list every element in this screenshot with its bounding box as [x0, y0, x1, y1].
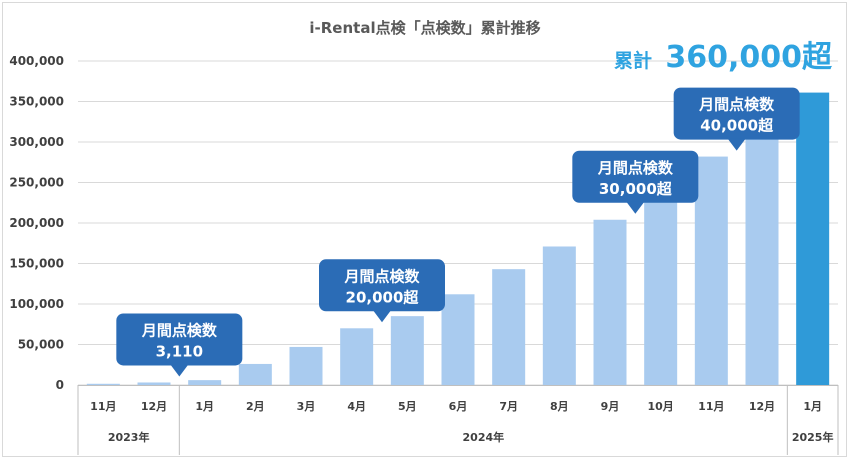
callout-pointer [373, 310, 391, 323]
bar [188, 380, 222, 385]
bars-layer [86, 92, 830, 386]
x-tick-label: 12月 [141, 400, 167, 413]
x-tick-label: 9月 [601, 400, 620, 413]
x-tick-label: 1月 [803, 400, 822, 413]
x-tick-label: 3月 [297, 400, 316, 413]
total-prefix: 累計 [614, 49, 652, 72]
y-tick-label: 300,000 [9, 135, 64, 149]
chart-title: i-Rental点検「点検数」累計推移 [309, 19, 540, 37]
y-tick-label: 250,000 [9, 176, 64, 190]
callout-box [673, 87, 800, 140]
bar [238, 363, 272, 385]
callout-box [319, 259, 445, 312]
total-annotation: 累計 360,000超 [614, 40, 833, 75]
bar [745, 124, 779, 386]
x-tick-label: 6月 [449, 400, 468, 413]
x-tick-label: 11月 [90, 400, 116, 413]
bar [289, 346, 323, 385]
bar [694, 156, 728, 385]
bar [441, 294, 475, 385]
y-tick-label: 0 [56, 378, 64, 392]
x-tick-label: 1月 [195, 400, 214, 413]
bar [593, 219, 627, 385]
callout-layer: 月間点検数3,110月間点検数20,000超月間点検数30,000超月間点検数4… [116, 87, 800, 377]
bar [542, 246, 576, 385]
callout-box [116, 313, 243, 366]
callout-line2: 40,000超 [700, 117, 774, 135]
callout-pointer [170, 364, 189, 377]
year-group-label: 2023年 [108, 430, 150, 444]
bar [390, 316, 424, 385]
bar [644, 189, 678, 385]
year-group-label: 2024年 [463, 430, 505, 444]
total-value: 360,000超 [665, 40, 833, 75]
x-tick-label: 8月 [550, 400, 569, 413]
x-tick-label: 10月 [648, 400, 674, 413]
callout-line2: 30,000超 [599, 180, 673, 198]
bar [492, 269, 526, 385]
y-tick-label: 100,000 [9, 297, 64, 311]
callout-line1: 月間点検数 [141, 321, 218, 339]
callout-line1: 月間点検数 [343, 267, 420, 285]
callout-line1: 月間点検数 [597, 159, 674, 177]
grid-layer: 0 50,000 100,000 150,000 200,000 250,000 300,0… [9, 54, 838, 392]
x-tick-label: 4月 [347, 400, 366, 413]
bar [137, 382, 171, 385]
y-tick-label: 200,000 [9, 216, 64, 230]
callout-pointer [727, 138, 746, 151]
year-group-label: 2025年 [792, 430, 834, 444]
y-tick-label: 50,000 [18, 338, 64, 352]
x-tick-label: 7月 [499, 400, 518, 413]
axis-layer: 11月 12月 1月 2月 3月 4月 5月 6月 7月 8月 9月 10月 11月 12月 1月 2023年… [77, 385, 839, 455]
bar [796, 92, 830, 385]
callout-line2: 20,000超 [346, 288, 420, 306]
x-tick-label: 2月 [246, 400, 265, 413]
x-tick-label: 5月 [398, 400, 417, 413]
callout-line2: 3,110 [156, 342, 203, 360]
bar [86, 383, 120, 385]
x-tick-label: 11月 [698, 400, 724, 413]
y-tick-label: 150,000 [9, 257, 64, 271]
callout-box [572, 150, 699, 203]
bar [340, 328, 374, 385]
y-tick-label: 350,000 [9, 95, 64, 109]
callout-line1: 月間点検数 [698, 96, 775, 114]
callout-pointer [626, 201, 645, 214]
x-tick-label: 12月 [749, 400, 775, 413]
y-tick-label: 400,000 [9, 54, 64, 68]
